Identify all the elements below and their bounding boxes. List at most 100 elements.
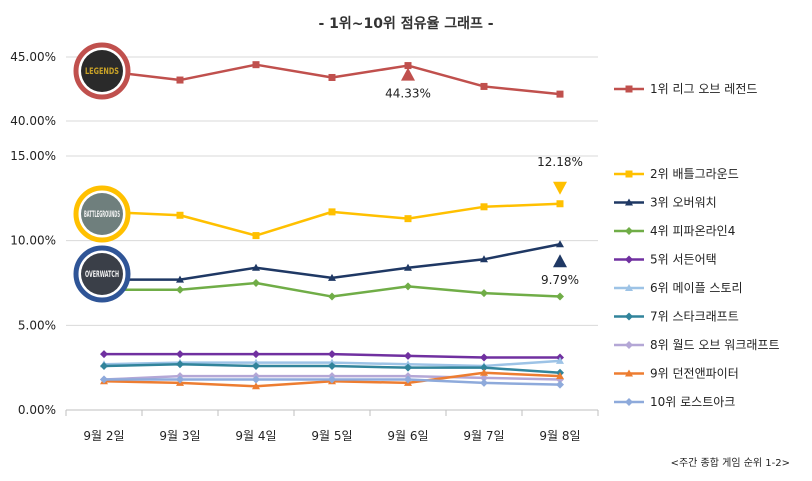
bottom-y-tick-label: 10.00% <box>10 234 56 248</box>
legend-label: 4위 피파온라인4 <box>650 224 735 238</box>
data-point <box>176 76 184 84</box>
data-point <box>252 263 260 271</box>
legend-marker <box>625 341 633 349</box>
data-point <box>252 382 260 390</box>
data-point <box>480 353 488 362</box>
series-group <box>100 240 564 283</box>
bottom-y-tick-label: 15.00% <box>10 149 56 163</box>
legend-marker <box>625 255 633 264</box>
legend-marker <box>625 227 633 235</box>
legend-item: 5위 서든어택 <box>614 253 717 267</box>
x-tick-label: 9월 4일 <box>235 429 276 443</box>
data-point <box>404 375 412 384</box>
annotation-marker <box>401 67 415 81</box>
logo-face <box>81 253 123 295</box>
data-point <box>404 363 412 372</box>
data-point <box>176 375 184 384</box>
series-layer <box>100 61 564 390</box>
data-point <box>556 200 564 208</box>
annotation-label: 44.33% <box>385 87 431 101</box>
legend-label: 6위 메이플 스토리 <box>650 281 743 295</box>
data-point <box>252 61 260 69</box>
legend-item: 7위 스타크래프트 <box>614 310 739 324</box>
legend-marker <box>625 284 633 291</box>
data-point <box>556 292 564 301</box>
data-point <box>556 380 564 389</box>
legend-item: 4위 피파온라인4 <box>614 224 735 238</box>
top-y-tick-label: 45.00% <box>10 50 56 64</box>
data-point <box>328 375 336 384</box>
legend-marker <box>625 312 633 321</box>
source-note: <주간 종합 게임 순위 1-2> <box>671 456 790 469</box>
data-point <box>252 361 260 370</box>
bottom-y-tick-label: 5.00% <box>18 318 56 332</box>
data-point <box>556 240 564 248</box>
annotation-marker <box>553 181 567 195</box>
legend-marker <box>625 398 633 406</box>
data-point <box>404 282 412 291</box>
logo-face <box>81 50 123 92</box>
data-point <box>480 255 488 263</box>
series-group <box>100 61 564 98</box>
data-point <box>328 292 336 301</box>
data-point <box>176 285 184 294</box>
legend-label: 3위 오버워치 <box>650 196 717 210</box>
logo-text: LEGENDS <box>85 67 119 77</box>
data-point <box>556 90 564 98</box>
legend-item: 8위 월드 오브 워크래프트 <box>614 338 779 352</box>
legend-label: 5위 서든어택 <box>650 253 717 267</box>
legend-marker <box>625 369 633 377</box>
legend-label: 10위 로스트아크 <box>650 395 735 409</box>
data-point <box>328 73 336 81</box>
series-group <box>100 375 564 389</box>
legend-item: 2위 배틀그라운드 <box>614 167 739 181</box>
bottom-y-tick-label: 0.00% <box>18 403 56 417</box>
legend-marker <box>625 85 633 93</box>
x-tick-label: 9월 8일 <box>539 429 580 443</box>
bottom-panel-grid: 15.00% 10.00% 5.00% 0.00% 9월 2일 9월 3일 9월 4일 9월 … <box>10 149 599 443</box>
data-point <box>480 368 488 376</box>
data-point <box>480 82 488 90</box>
legend-label: 8위 월드 오브 워크래프트 <box>650 338 779 352</box>
legend-item: 9위 던전앤파이터 <box>614 367 739 381</box>
data-point <box>480 378 488 387</box>
legend-item: 10위 로스트아크 <box>614 395 735 409</box>
chart-title: - 1위~10위 점유율 그래프 - <box>318 15 493 32</box>
x-tick-label: 9월 5일 <box>311 429 352 443</box>
logo-face <box>81 193 123 235</box>
data-point <box>404 215 412 223</box>
legend-item: 1위 리그 오브 레전드 <box>614 82 757 96</box>
data-point <box>556 372 564 380</box>
data-point <box>176 275 184 283</box>
legend-label: 7위 스타크래프트 <box>650 310 739 324</box>
x-tick-label: 9월 3일 <box>159 429 200 443</box>
annotation-marker <box>553 254 567 268</box>
data-point <box>100 361 108 370</box>
data-point <box>556 356 564 364</box>
legend-label: 2위 배틀그라운드 <box>650 167 739 181</box>
legend: 1위 리그 오브 레전드 2위 배틀그라운드 3위 오버워치 4위 피파온라인4 5위 … <box>614 82 779 409</box>
series-group <box>100 360 564 377</box>
x-tick-label: 9월 6일 <box>387 429 428 443</box>
top-panel-grid: 45.00% 40.00% <box>10 50 598 128</box>
logo-text: OVERWATCH <box>85 270 119 280</box>
annotation-label: 12.18% <box>537 155 583 169</box>
data-point <box>480 203 488 211</box>
data-point <box>404 351 412 360</box>
annotation-label: 9.79% <box>541 273 579 287</box>
series-group <box>100 200 564 240</box>
data-point <box>252 375 260 384</box>
data-point <box>328 361 336 370</box>
annotations-layer: 44.33% 12.18% 9.79% <box>385 67 583 287</box>
data-point <box>176 350 184 359</box>
logo-text: BATTLEGROUNDS <box>84 210 120 220</box>
legend-item: 3위 오버워치 <box>614 196 717 210</box>
legend-marker <box>625 198 633 206</box>
legend-marker <box>625 170 633 178</box>
data-point <box>252 279 260 287</box>
data-point <box>100 350 108 359</box>
data-point <box>252 232 260 240</box>
x-tick-label: 9월 2일 <box>83 429 124 443</box>
data-point <box>404 263 412 271</box>
